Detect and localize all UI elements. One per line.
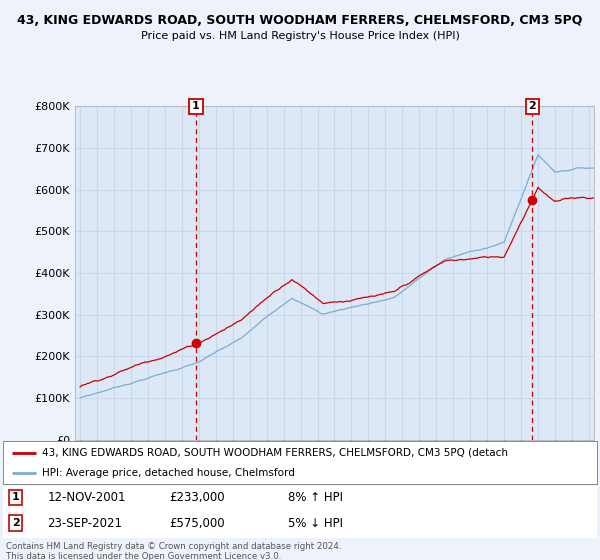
Text: 2: 2 (529, 101, 536, 111)
Text: £575,000: £575,000 (169, 516, 225, 530)
Text: 2: 2 (12, 518, 20, 528)
Text: 43, KING EDWARDS ROAD, SOUTH WOODHAM FERRERS, CHELMSFORD, CM3 5PQ: 43, KING EDWARDS ROAD, SOUTH WOODHAM FER… (17, 14, 583, 27)
Text: 43, KING EDWARDS ROAD, SOUTH WOODHAM FERRERS, CHELMSFORD, CM3 5PQ (detach: 43, KING EDWARDS ROAD, SOUTH WOODHAM FER… (41, 448, 508, 458)
Text: 1: 1 (12, 492, 20, 502)
Text: 8% ↑ HPI: 8% ↑ HPI (288, 491, 343, 504)
Text: Price paid vs. HM Land Registry's House Price Index (HPI): Price paid vs. HM Land Registry's House … (140, 31, 460, 41)
Text: £233,000: £233,000 (169, 491, 225, 504)
Text: 23-SEP-2021: 23-SEP-2021 (47, 516, 122, 530)
Text: 12-NOV-2001: 12-NOV-2001 (47, 491, 126, 504)
Text: 1: 1 (192, 101, 200, 111)
Text: HPI: Average price, detached house, Chelmsford: HPI: Average price, detached house, Chel… (41, 468, 295, 478)
Text: 5% ↓ HPI: 5% ↓ HPI (288, 516, 343, 530)
Text: Contains HM Land Registry data © Crown copyright and database right 2024.
This d: Contains HM Land Registry data © Crown c… (6, 542, 341, 560)
